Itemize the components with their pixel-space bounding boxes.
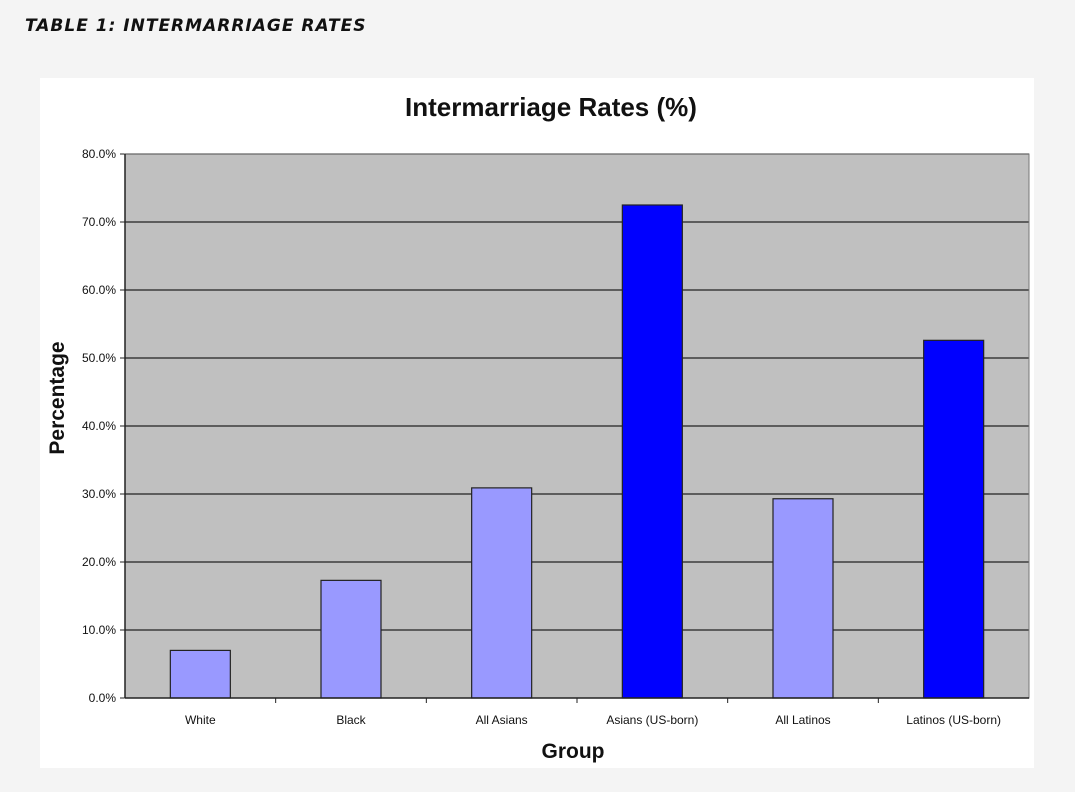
x-tick-label: Black <box>336 713 366 727</box>
x-tick-label: All Latinos <box>775 713 830 727</box>
y-tick-label: 50.0% <box>82 351 116 365</box>
bar-chart: Intermarriage Rates (%) 0.0% 10.0% 20.0% 30… <box>46 92 1030 763</box>
bar <box>621 204 683 699</box>
x-axis-label: Group <box>542 740 605 763</box>
x-tick-label: Asians (US-born) <box>606 713 698 727</box>
x-tick-label: Latinos (US-born) <box>906 713 1001 727</box>
y-axis-label: Percentage <box>46 341 69 454</box>
bar <box>923 339 985 699</box>
bar <box>772 498 834 699</box>
axes <box>124 153 1030 699</box>
bars <box>169 204 985 699</box>
x-tick-label: All Asians <box>476 713 528 727</box>
y-tick-label: 0.0% <box>89 691 117 705</box>
y-tick-label: 30.0% <box>82 487 116 501</box>
y-tick-label: 60.0% <box>82 283 116 297</box>
bar <box>320 579 382 699</box>
x-tick-label: White <box>185 713 216 727</box>
y-tick-label: 10.0% <box>82 623 116 637</box>
page-heading: TABLE 1: INTERMARRIAGE RATES <box>25 16 367 36</box>
y-tick-labels: 0.0% 10.0% 20.0% 30.0% 40.0% 50.0% 60.0% 70.0% 8… <box>82 147 116 705</box>
chart-title: Intermarriage Rates (%) <box>405 92 697 122</box>
y-tick-label: 70.0% <box>82 215 116 229</box>
bar <box>169 649 231 699</box>
y-tick-label: 20.0% <box>82 555 116 569</box>
x-tick-labels: White Black All Asians Asians (US-born) All … <box>185 713 1001 727</box>
y-tick-label: 40.0% <box>82 419 116 433</box>
chart-card: Intermarriage Rates (%) 0.0% 10.0% 20.0% 30… <box>40 78 1034 768</box>
y-tick-label: 80.0% <box>82 147 116 161</box>
bar <box>471 487 533 699</box>
